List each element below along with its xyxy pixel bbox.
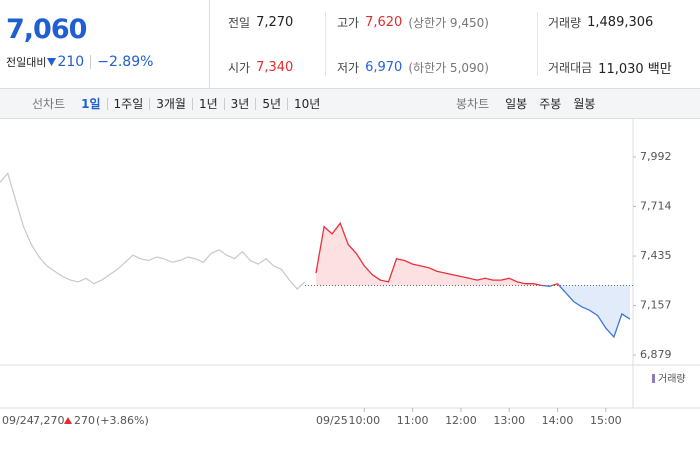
divider	[537, 12, 538, 76]
tab[interactable]: 일봉	[505, 97, 528, 111]
price-box: 7,060 전일대비 210 −2.89%	[0, 0, 210, 88]
divider	[106, 97, 108, 110]
candle-tabs: 봉차트 일봉 주봉 월봉	[450, 89, 601, 118]
stat: 전일 7,270	[228, 12, 293, 32]
x-date-label: 09/24	[2, 414, 34, 427]
change-label: 전일대비	[6, 56, 47, 69]
tab[interactable]: 3년	[230, 97, 250, 111]
stat-value: 11,030 백만	[598, 61, 672, 77]
line-down	[538, 285, 631, 339]
x-tick-label: 11:00	[397, 414, 429, 427]
divider	[149, 97, 151, 110]
divider	[255, 97, 257, 110]
line-up	[315, 221, 560, 286]
x-tick-label: 14:00	[542, 414, 574, 427]
tab[interactable]: 1일	[81, 97, 101, 111]
stat-value: 7,270	[256, 14, 294, 30]
x-tick-label: 13:00	[493, 414, 525, 427]
divider	[90, 55, 92, 69]
stat: 거래량 1,489,306	[548, 12, 653, 32]
stat-note: (하한가 5,090)	[408, 60, 489, 75]
stat-label: 저가	[337, 60, 360, 75]
stat: 고가 7,620 (상한가 9,450)	[337, 12, 489, 32]
stat-value: 7,620	[365, 14, 403, 30]
y-tick-label: 7,435	[640, 249, 672, 262]
tab[interactable]: 10년	[294, 97, 321, 111]
stat-label: 고가	[337, 15, 360, 30]
x-tick-label: 12:00	[445, 414, 477, 427]
stat: 저가 6,970 (하한가 5,090)	[337, 57, 489, 77]
area-down	[541, 285, 630, 337]
change-percent: −2.89%	[97, 54, 154, 70]
x-date-label: 09/25	[316, 414, 348, 427]
line-tabs: 선차트 1일 1주일 3개월 1년 3년 5년 10년	[26, 89, 326, 118]
prev-change: 270	[74, 414, 95, 427]
stat-value: 7,340	[256, 59, 294, 75]
stat-label: 전일	[228, 15, 251, 30]
stat-label: 거래량	[548, 15, 582, 30]
tab[interactable]: 3개월	[156, 97, 186, 111]
stat-label: 시가	[228, 60, 251, 75]
up-icon	[64, 417, 72, 424]
stat: 거래대금 11,030 백만	[548, 57, 672, 77]
area-up	[316, 223, 630, 286]
divider	[325, 12, 326, 76]
reference-label: 7,270	[33, 414, 65, 427]
tab[interactable]: 5년	[262, 97, 282, 111]
change: 전일대비 210 −2.89%	[6, 54, 153, 70]
x-tick-label: 15:00	[590, 414, 622, 427]
tab-group-label: 선차트	[32, 97, 66, 111]
tab[interactable]: 1주일	[113, 97, 144, 111]
divider	[287, 97, 289, 110]
tab-group-label: 봉차트	[456, 97, 490, 111]
tab-bar: 선차트 1일 1주일 3개월 1년 3년 5년 10년 봉차트 일봉 주봉 월봉	[0, 89, 700, 119]
stat-label: 거래대금	[548, 60, 593, 75]
divider	[223, 97, 225, 110]
tab[interactable]: 주봉	[539, 97, 562, 111]
x-tick-label: 10:00	[348, 414, 380, 427]
prev-change-pct: (+3.86%)	[96, 414, 149, 427]
tab[interactable]: 월봉	[573, 97, 596, 111]
y-tick-label: 7,157	[640, 299, 672, 312]
chart: 거래량 7,992 7,714 7,435 7,157 6,879 09/24 7,270 2…	[0, 118, 700, 427]
divider	[191, 97, 193, 110]
change-amount: 210	[57, 54, 85, 70]
stat-note: (상한가 9,450)	[408, 15, 489, 30]
quote-header: 7,060 전일대비 210 −2.89% 전일 7,270 고가 7,620 (상한가…	[0, 0, 700, 89]
down-icon	[47, 58, 57, 66]
volume-label: 거래량	[658, 373, 686, 385]
prev-day-line	[0, 172, 306, 290]
tab[interactable]: 1년	[198, 97, 218, 111]
y-tick-label: 7,992	[640, 150, 672, 163]
y-tick-label: 7,714	[640, 199, 672, 212]
y-tick-label: 6,879	[640, 348, 672, 361]
legend-swatch	[652, 374, 655, 383]
stat-value: 1,489,306	[587, 14, 654, 30]
stat: 시가 7,340	[228, 57, 293, 77]
current-price: 7,060	[6, 14, 87, 45]
stat-value: 6,970	[365, 59, 403, 75]
